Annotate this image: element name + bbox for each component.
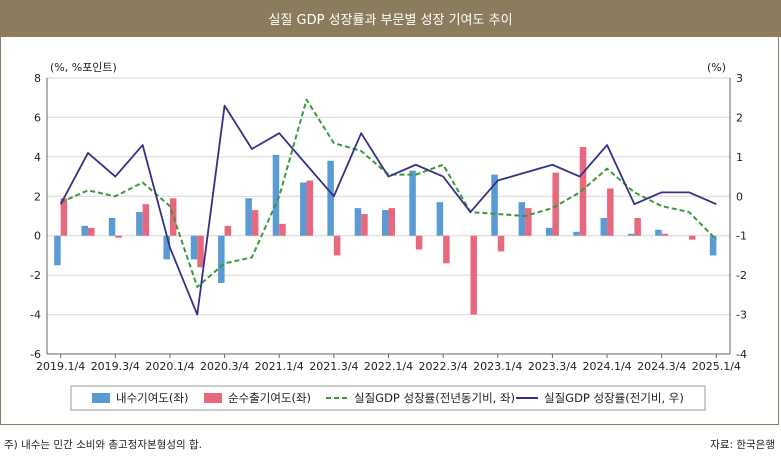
bar <box>579 147 587 236</box>
bar <box>689 235 696 240</box>
right-tick-label: 1 <box>736 151 743 164</box>
x-tick-label: 2020.1/4 <box>145 360 194 373</box>
legend-swatch <box>204 393 222 403</box>
left-unit-label: (%, %포인트) <box>50 61 117 74</box>
right-tick-label: -1 <box>736 230 747 243</box>
bar <box>142 204 150 236</box>
legend-label: 실질GDP 성장률(전년동기비, 좌) <box>354 391 515 405</box>
bar <box>190 235 198 260</box>
source-note: 자료: 한국은행 <box>710 439 775 451</box>
bar <box>354 208 362 236</box>
bar <box>306 180 314 236</box>
right-tick-label: -4 <box>736 348 747 361</box>
bar <box>518 202 526 236</box>
bar <box>491 174 498 236</box>
left-tick-label: -6 <box>30 348 41 361</box>
bar <box>300 182 307 236</box>
x-tick-label: 2021.1/4 <box>255 360 304 373</box>
right-tick-label: -3 <box>736 309 747 322</box>
line-series-qoq <box>59 104 717 316</box>
bar <box>251 210 259 236</box>
bar <box>54 235 61 266</box>
right-unit-label: (%) <box>707 61 726 74</box>
right-tick-label: 0 <box>736 190 743 203</box>
bar <box>218 235 225 284</box>
chart-frame <box>0 37 779 425</box>
bar <box>272 154 280 236</box>
left-tick-label: 0 <box>34 230 41 243</box>
legend-label: 실질GDP 성장률(전기비, 우) <box>544 391 684 405</box>
x-tick-label: 2023.1/4 <box>473 360 522 373</box>
bar <box>87 227 95 236</box>
chart-title: 실질 GDP 성장률과 부문별 성장 기여도 추이 <box>0 0 781 37</box>
bar <box>382 210 389 236</box>
axes <box>46 78 731 358</box>
x-tick-label: 2020.3/4 <box>200 360 249 373</box>
left-tick-label: 6 <box>34 111 41 124</box>
bar <box>709 235 717 256</box>
right-tick-label: 2 <box>736 111 743 124</box>
x-tick-label: 2019.1/4 <box>36 360 85 373</box>
bar <box>409 170 416 236</box>
legend-label: 순수출기여도(좌) <box>228 391 311 405</box>
legend-swatch <box>92 393 110 403</box>
bar <box>655 229 662 236</box>
bar <box>545 227 553 236</box>
bar <box>607 188 614 236</box>
x-tick-label: 2021.3/4 <box>309 360 358 373</box>
bar <box>436 202 444 236</box>
x-tick-label: 2025.1/4 <box>692 360 741 373</box>
x-tick-label: 2019.3/4 <box>91 360 140 373</box>
bar <box>388 208 395 236</box>
left-tick-label: 8 <box>34 72 41 85</box>
legend-label: 내수기여도(좌) <box>116 391 188 405</box>
bar <box>279 223 286 236</box>
x-tick-label: 2024.3/4 <box>637 360 686 373</box>
bars <box>54 147 717 315</box>
x-tick-label: 2022.3/4 <box>419 360 468 373</box>
bar <box>443 235 450 264</box>
line-series-yoy <box>60 98 718 288</box>
bar <box>327 160 334 236</box>
left-tick-label: -4 <box>30 309 41 322</box>
bar <box>197 235 204 268</box>
legend: 내수기여도(좌) 순수출기여도(좌) 실질GDP 성장률(전년동기비, 좌) 실질GD… <box>70 385 706 411</box>
bar <box>136 212 143 236</box>
bar <box>415 235 423 250</box>
bar <box>169 198 177 236</box>
right-tick-label: -2 <box>736 269 747 282</box>
bar <box>573 231 580 236</box>
bar <box>627 233 635 236</box>
bar <box>525 208 532 236</box>
lines <box>59 98 718 316</box>
bar <box>497 235 505 252</box>
labels: -6 -4 -2 0 2 4 6 8 -4 -3 -2 -1 0 1 2 3 (%, %포인트) (%) 2019.… <box>30 61 747 373</box>
bar <box>115 235 122 238</box>
bar <box>361 214 368 236</box>
bar <box>470 235 477 315</box>
bar <box>600 217 608 236</box>
bar <box>552 172 559 236</box>
footnote: 주) 내수는 민간 소비와 총고정자본형성의 합. <box>4 439 203 451</box>
left-tick-label: 2 <box>34 190 41 203</box>
bar <box>245 198 252 236</box>
bar <box>108 217 116 236</box>
bar <box>333 235 341 256</box>
bar <box>634 217 641 236</box>
x-tick-label: 2024.1/4 <box>582 360 631 373</box>
left-tick-label: -2 <box>30 269 41 282</box>
bar <box>224 225 232 236</box>
bar <box>60 198 68 236</box>
bar <box>661 233 669 236</box>
bar <box>81 225 88 236</box>
legend-box <box>70 385 706 411</box>
bar <box>163 235 170 260</box>
x-tick-label: 2023.3/4 <box>528 360 577 373</box>
left-tick-label: 4 <box>34 151 41 164</box>
right-tick-label: 3 <box>736 72 743 85</box>
x-tick-label: 2022.1/4 <box>364 360 413 373</box>
